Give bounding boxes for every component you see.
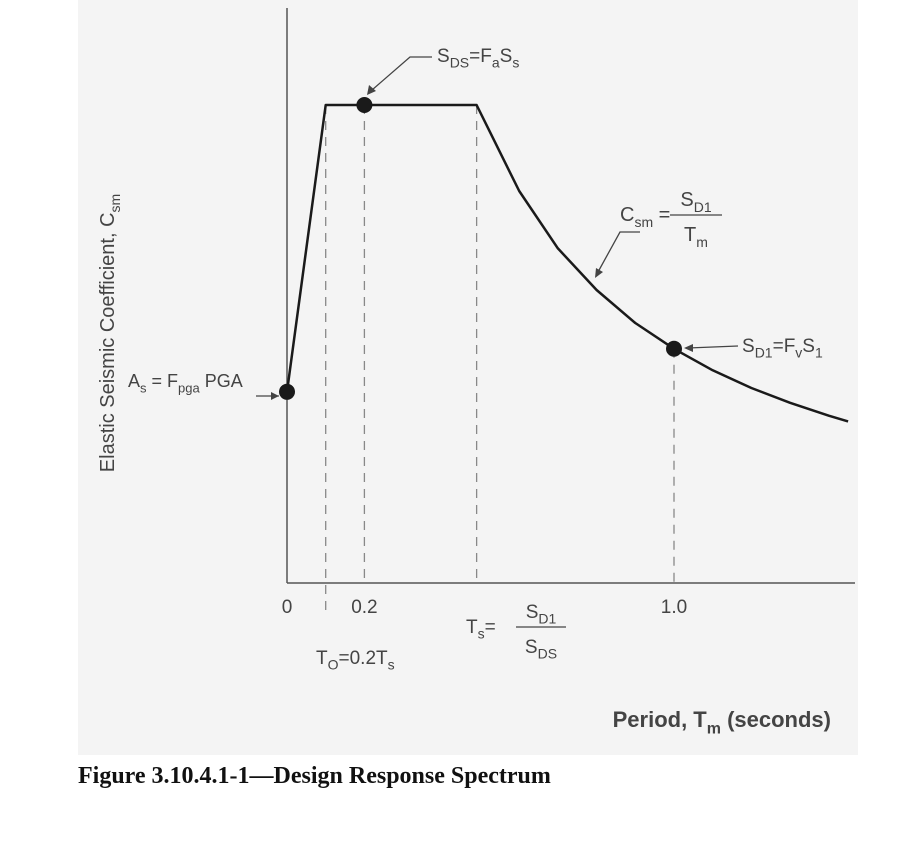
label-csm-numerator: SD1 xyxy=(680,189,711,215)
pointer-sds-head xyxy=(367,85,376,95)
y-axis-label: Elastic Seismic Coefficient, Csm xyxy=(97,194,123,472)
pointer-csm-head xyxy=(595,268,603,278)
pointer-sds xyxy=(371,56,432,91)
label-t0: TO=0.2Ts xyxy=(316,648,395,673)
label-sds: SDS=FaSs xyxy=(437,46,519,71)
key-point-marker-1 xyxy=(356,97,373,113)
x-axis-label: Period, Tm (seconds) xyxy=(613,707,831,738)
label-ts-numerator: SD1 xyxy=(526,602,557,627)
spectrum-curve xyxy=(285,103,849,423)
key-point-marker-2 xyxy=(666,340,682,357)
pointer-sd1 xyxy=(687,345,739,349)
x-tick-label: 1.0 xyxy=(661,597,687,618)
pointer-sd1-head xyxy=(684,344,693,352)
figure-caption: Figure 3.10.4.1-1—Design Response Spectr… xyxy=(78,763,551,789)
label-as: As = Fpga PGA xyxy=(128,371,243,395)
label-csm-lhs: Csm = xyxy=(620,204,670,230)
label-ts-denominator: SDS xyxy=(525,637,557,662)
key-point-marker-0 xyxy=(279,383,295,400)
label-sd1: SD1=FvS1 xyxy=(742,336,823,361)
label-csm-denominator: Tm xyxy=(684,224,708,250)
pointer-csm xyxy=(597,231,640,273)
pointer-as-head xyxy=(271,392,279,400)
x-tick-label: 0 xyxy=(282,597,293,618)
x-tick-label: 0.2 xyxy=(351,597,377,618)
label-ts-lhs: Ts= xyxy=(466,617,496,642)
